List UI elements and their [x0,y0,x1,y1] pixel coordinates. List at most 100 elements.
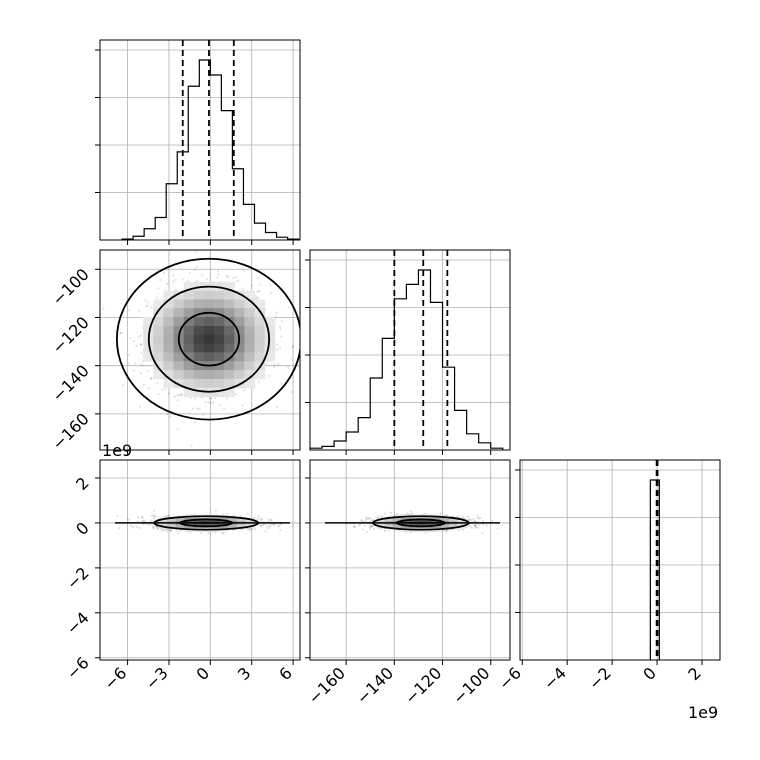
scatter-point [181,278,184,281]
density-cell [143,352,154,362]
scatter-point [128,309,131,312]
density-cell [224,352,235,362]
scatter-point [232,529,235,532]
scatter-point [260,517,263,521]
density-cell [203,317,215,327]
density-panel-0-1: −160−140−120−100 [48,250,300,455]
scatter-point [120,331,123,334]
scatter-point [257,515,260,518]
density-cell [264,317,276,327]
x-tick-label: 3 [234,663,255,684]
scatter-point [368,517,371,520]
density-cell [193,361,205,371]
scatter-point [485,524,488,527]
density-cell [228,524,238,529]
histogram-frame [99,39,301,241]
scatter-point [150,377,153,380]
density-cell [214,308,225,318]
density-cell [244,361,255,371]
scatter-point [152,517,156,520]
scatter-point [369,527,372,530]
scatter-point [138,527,141,530]
scatter-point [478,524,481,527]
density-cell [193,378,205,389]
scatter-point [199,531,203,535]
scatter-point [474,526,478,529]
x-tick-label: −4 [540,663,570,693]
density-cell [244,343,255,353]
density-cell [173,308,185,318]
density-cell [219,524,229,529]
density-cell [384,517,394,522]
scatter-point [174,395,177,398]
scatter-point [122,384,125,387]
x-tick-label: −3 [142,663,172,693]
scatter-point [279,347,282,350]
density-cell [193,343,205,353]
y-tick-label: −120 [48,313,93,358]
scatter-point [366,517,370,521]
scatter-point [239,514,243,517]
scatter-point [176,427,179,431]
scatter-point [156,527,159,530]
density-cell [175,524,185,529]
scatter-point [258,283,261,286]
density-cell [163,343,175,353]
grid-lines [100,250,300,450]
density-cell [264,343,276,353]
y-tick-label: −4 [63,608,93,638]
scatter-point [409,531,412,534]
density-cell [254,325,266,336]
density-cell [193,334,205,345]
scatter-point [160,529,163,532]
density-cell [183,361,195,371]
scatter-point [174,288,178,291]
scatter-point [140,351,143,354]
scatter-point [265,362,268,365]
scatter-point [150,306,153,309]
scatter-point [361,519,364,522]
scatter-point [468,519,471,522]
scatter-point [162,528,165,532]
scatter-point [470,519,473,522]
density-cell [153,308,164,318]
scatter-point [292,345,295,348]
scatter-point [361,528,364,531]
scatter-point [370,519,373,522]
scatter-point [210,397,213,400]
scatter-point [144,299,147,302]
scatter-point [270,523,273,527]
scatter-point [221,532,224,535]
scatter-point [154,525,157,528]
density-cell [183,387,195,398]
scatter-point [126,517,129,520]
density-cell [254,370,266,380]
density-cell [224,370,235,380]
scatter-point [491,519,494,523]
scatter-point [232,276,235,279]
scatter-point [276,343,279,346]
density-cell [214,290,225,300]
density-cell [214,325,225,336]
scatter-point [275,311,278,314]
scatter-point [152,527,155,530]
density-cell [203,290,215,300]
density-cell [224,317,235,327]
scatter-point [461,528,464,531]
scatter-point [443,529,446,532]
scatter-point [134,362,137,365]
density-cell [254,352,266,362]
x-tick-label: 0 [639,663,660,684]
density-cell [193,352,205,362]
density-cell [203,378,215,389]
density-cell [214,378,225,389]
scatter-point [264,530,267,533]
scatter-point [257,380,260,383]
scatter-point [365,516,368,519]
y-tick-label: −100 [48,265,93,310]
density-frame [309,459,511,661]
scatter-point [371,524,375,527]
density-cell [254,317,266,327]
density-cell [153,325,164,336]
scatter-point [246,512,249,515]
